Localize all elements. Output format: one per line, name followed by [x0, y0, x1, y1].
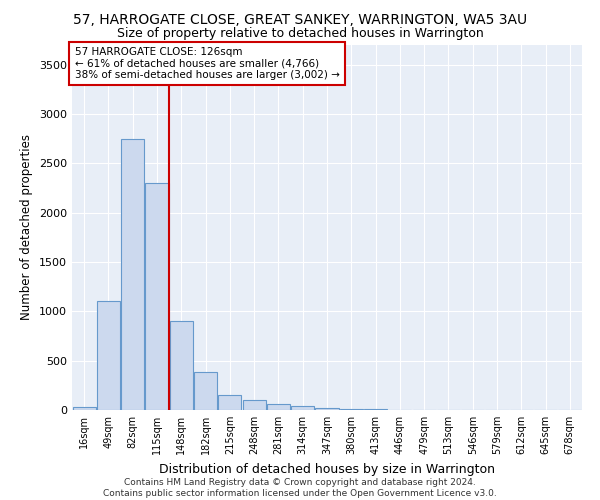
Bar	[194, 372, 217, 410]
Bar	[145, 183, 169, 410]
Bar	[364, 409, 387, 410]
Y-axis label: Number of detached properties: Number of detached properties	[20, 134, 34, 320]
X-axis label: Distribution of detached houses by size in Warrington: Distribution of detached houses by size …	[159, 462, 495, 475]
Bar	[242, 400, 266, 410]
Text: 57 HARROGATE CLOSE: 126sqm
← 61% of detached houses are smaller (4,766)
38% of s: 57 HARROGATE CLOSE: 126sqm ← 61% of deta…	[74, 47, 340, 80]
Text: Contains HM Land Registry data © Crown copyright and database right 2024.
Contai: Contains HM Land Registry data © Crown c…	[103, 478, 497, 498]
Bar	[340, 408, 363, 410]
Text: Size of property relative to detached houses in Warrington: Size of property relative to detached ho…	[116, 28, 484, 40]
Bar	[121, 138, 144, 410]
Bar	[316, 408, 338, 410]
Text: 57, HARROGATE CLOSE, GREAT SANKEY, WARRINGTON, WA5 3AU: 57, HARROGATE CLOSE, GREAT SANKEY, WARRI…	[73, 12, 527, 26]
Bar	[73, 407, 95, 410]
Bar	[218, 395, 241, 410]
Bar	[291, 406, 314, 410]
Bar	[97, 302, 120, 410]
Bar	[267, 404, 290, 410]
Bar	[170, 321, 193, 410]
